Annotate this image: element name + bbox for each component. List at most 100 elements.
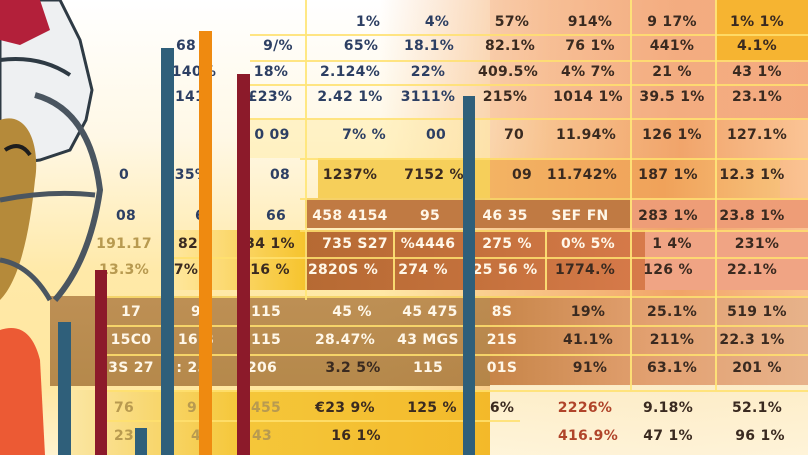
football-player-helmet-icon [0, 0, 104, 455]
stat-cell: 16 1% [331, 428, 381, 444]
stat-cell: 6% [489, 400, 515, 416]
grid-line [250, 118, 808, 120]
stat-cell: 9 17% [647, 14, 697, 30]
stat-cell: 1014 1% [553, 89, 623, 105]
stat-cell: 441% [649, 38, 695, 54]
stat-cell: 18% [253, 64, 289, 80]
light-band-bottom-right [490, 385, 808, 455]
maroon-bar-1 [237, 74, 250, 455]
stat-cell: 19% [570, 304, 606, 320]
stat-cell: 275 % [482, 236, 532, 252]
grid-line [300, 230, 808, 232]
stat-cell: 4.1% [736, 38, 778, 54]
stat-cell: 68 [175, 38, 197, 54]
stat-cell: 215% [482, 89, 528, 105]
stat-cell: 9.18% [642, 400, 694, 416]
stat-cell: 115 [412, 360, 444, 376]
stat-cell: 16 % [250, 262, 290, 278]
grid-line [393, 230, 395, 290]
stat-cell: 76 1% [565, 38, 615, 54]
stat-cell: %4446 [400, 236, 456, 252]
stat-cell: 23 [113, 428, 135, 444]
grid-line [170, 257, 808, 259]
grid-line [545, 230, 547, 290]
stat-cell: 2.42 1% [317, 89, 383, 105]
stat-cell: 4% 7% [561, 64, 615, 80]
stat-cell: £23% [247, 89, 293, 105]
stat-cell: 735 S27 [322, 236, 388, 252]
stat-cell: 4 [190, 428, 202, 444]
stat-cell: 57% [494, 14, 530, 30]
grid-line [630, 0, 632, 300]
grid-line [715, 296, 717, 390]
stat-cell: 00 [425, 127, 447, 143]
stat-cell: 96 1% [735, 428, 785, 444]
stat-cell: 65% [343, 38, 379, 54]
stat-cell: 66 [265, 208, 287, 224]
grid-line [100, 325, 808, 327]
stat-cell: 43 MGS [397, 332, 459, 348]
stat-cell: 231% [734, 236, 780, 252]
stat-cell: 23.8 1% [719, 208, 785, 224]
stat-cell: 43 1% [732, 64, 782, 80]
stat-cell: 8S [491, 304, 513, 320]
grid-line [100, 390, 808, 392]
stat-cell: 127.1% [726, 127, 788, 143]
stat-cell: 12.3 1% [719, 167, 785, 183]
stat-cell: 39.5 1% [639, 89, 705, 105]
stat-cell: 1 4% [652, 236, 692, 252]
stat-cell: 115 [250, 304, 282, 320]
stat-cell: 3S 27 [108, 360, 154, 376]
stat-cell: 519 1% [727, 304, 787, 320]
stat-cell: 416.9% [557, 428, 619, 444]
stat-cell: 201 % [732, 360, 782, 376]
stat-cell: 211% [649, 332, 695, 348]
stat-cell: 1774.% [554, 262, 616, 278]
maroon-bar-2 [95, 270, 107, 455]
gold-band-row6 [318, 158, 490, 198]
stat-cell: 1% [355, 14, 381, 30]
stat-cell: 45 475 [402, 304, 458, 320]
grid-line [250, 34, 808, 36]
stat-cell: 15C0 [110, 332, 152, 348]
stat-cell: 3111% [400, 89, 456, 105]
light-band-row5 [250, 120, 490, 158]
stat-cell: 206 [246, 360, 278, 376]
stat-cell: 191.17 [96, 236, 152, 252]
stat-cell: 17 [120, 304, 142, 320]
grid-line [300, 158, 808, 160]
stat-cell: 63.1% [646, 360, 698, 376]
stat-cell: 125 % [407, 400, 457, 416]
stat-cell: 28.47% [314, 332, 376, 348]
stat-cell: 2226% [557, 400, 613, 416]
stat-cell: 126 % [643, 262, 693, 278]
grid-line [300, 198, 808, 200]
stat-cell: 13.3% [98, 262, 150, 278]
stat-cell: €23 9% [315, 400, 375, 416]
stat-cell: 0% 5% [561, 236, 615, 252]
stat-cell: 409.5% [477, 64, 539, 80]
orange-bar-1 [199, 31, 212, 455]
stat-cell: 283 1% [638, 208, 698, 224]
stat-cell: 08 [269, 167, 291, 183]
stat-cell: 7152 % [404, 167, 464, 183]
stat-cell: 2820S % [307, 262, 379, 278]
brown-band-lower-right [490, 296, 808, 386]
stat-cell: 1237% [322, 167, 378, 183]
stat-cell: 455 [250, 400, 282, 416]
stat-cell: 91% [572, 360, 608, 376]
stat-cell: 9 [190, 304, 202, 320]
gold-band-corner [716, 0, 808, 60]
stat-cell: 82 [177, 236, 199, 252]
stat-cell: 21S [486, 332, 518, 348]
teal-bar-4 [135, 428, 147, 455]
stat-cell: 46 35 [482, 208, 528, 224]
grid-line [250, 60, 808, 62]
stat-cell: 47 1% [643, 428, 693, 444]
stat-cell: 23.1% [731, 89, 783, 105]
grid-line [715, 0, 717, 300]
stat-cell: 0 [118, 167, 130, 183]
stat-cell: 21 % [652, 64, 692, 80]
stat-cell: 1% 1% [730, 14, 784, 30]
